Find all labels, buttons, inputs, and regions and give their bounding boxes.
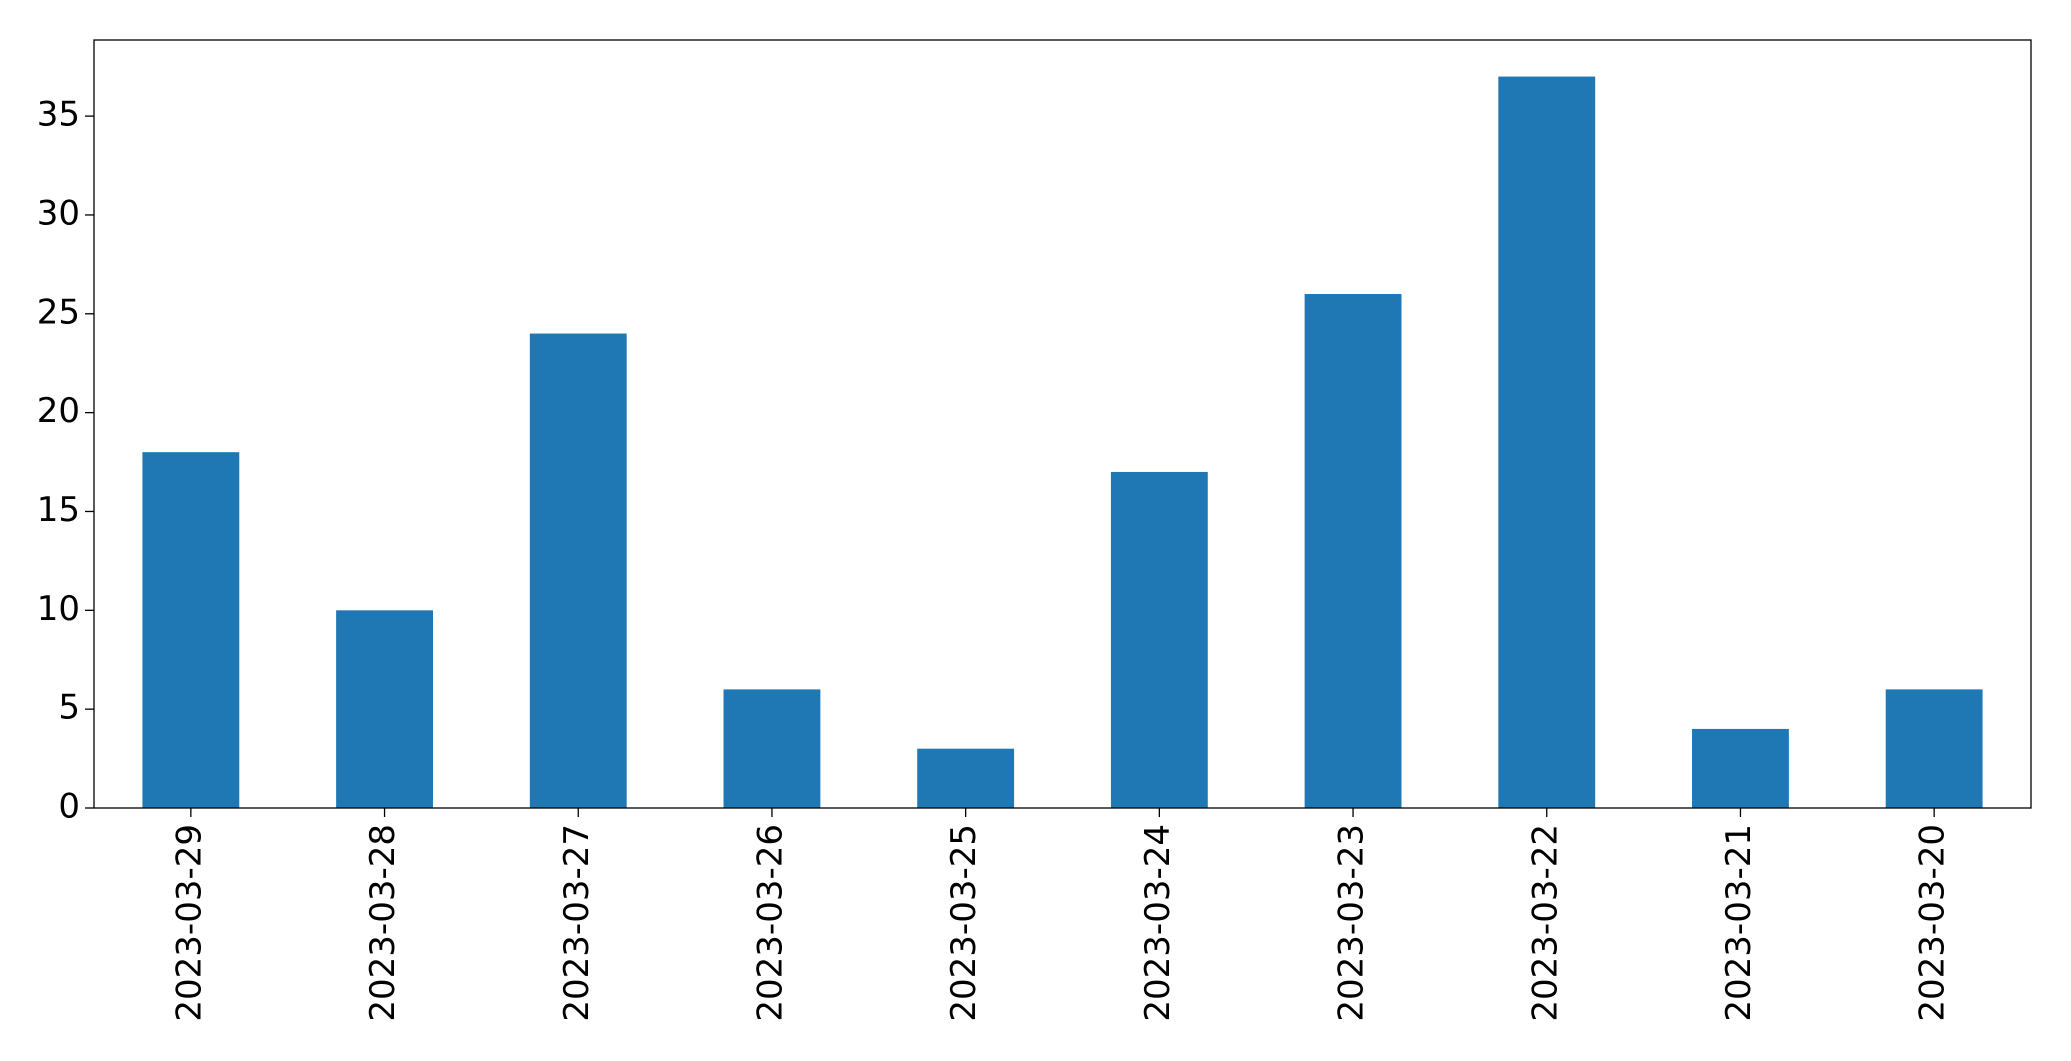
bar (917, 748, 1015, 808)
x-tick-label: 2023-03-25 (944, 824, 984, 1022)
y-tick-label: 5 (58, 688, 80, 728)
x-tick-label: 2023-03-27 (557, 824, 597, 1022)
y-tick-label: 10 (37, 589, 80, 629)
bar (336, 610, 433, 808)
bar (1304, 294, 1402, 808)
x-tick-label: 2023-03-26 (750, 824, 790, 1022)
y-tick-label: 25 (37, 292, 80, 332)
x-tick-label: 2023-03-23 (1332, 824, 1372, 1022)
bar (529, 333, 627, 808)
bar (142, 452, 240, 808)
x-tick-label: 2023-03-29 (169, 824, 209, 1022)
bar (1885, 689, 1983, 808)
bar (1110, 471, 1208, 808)
x-tick-label: 2023-03-21 (1719, 824, 1759, 1022)
x-tick-label: 2023-03-28 (363, 824, 403, 1022)
x-tick-label: 2023-03-24 (1138, 824, 1178, 1022)
y-tick-label: 30 (37, 193, 80, 233)
bar (1498, 76, 1596, 809)
y-tick-label: 15 (37, 490, 80, 530)
y-tick-label: 20 (37, 391, 80, 431)
y-tick-label: 0 (58, 787, 80, 827)
plot-frame (93, 39, 2032, 809)
y-tick-label: 35 (37, 95, 80, 135)
x-tick-label: 2023-03-22 (1525, 824, 1565, 1022)
x-tick-label: 2023-03-20 (1913, 824, 1953, 1022)
bar (1692, 728, 1789, 808)
bar (723, 689, 821, 808)
